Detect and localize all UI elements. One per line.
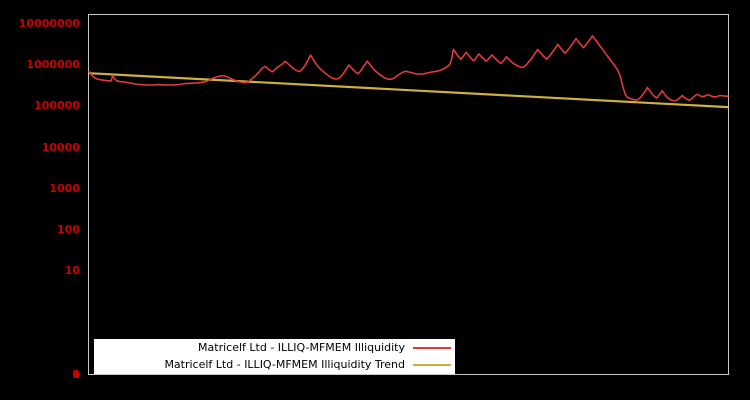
legend-label-trend: Matricelf Ltd - ILLIQ-MFMEM Illiquidity … [164,358,405,371]
y-tick-10000000: 10000000 [18,17,80,30]
y-tick-0: 0 [72,368,80,381]
y-tick-1000: 1000 [49,181,80,195]
legend[interactable]: Matricelf Ltd - ILLIQ-MFMEM Illiquidity … [94,339,455,374]
legend-item-illiquidity[interactable]: Matricelf Ltd - ILLIQ-MFMEM Illiquidity [94,339,455,356]
illiquidity-line [88,35,729,102]
y-tick-1: 1 [72,368,80,381]
y-tick-10000: 10000 [41,140,80,154]
y-tick-1000000: 1000000 [26,58,80,72]
y-tick-10: 10 [64,264,80,278]
plot-area [88,14,729,375]
trend-line [88,72,729,109]
y-tick-100000: 100000 [34,99,80,113]
legend-swatch-trend [413,363,451,366]
legend-item-trend[interactable]: Matricelf Ltd - ILLIQ-MFMEM Illiquidity … [94,356,455,373]
legend-swatch-illiquidity [413,346,451,349]
y-tick-100: 100 [57,223,80,236]
legend-label-illiquidity: Matricelf Ltd - ILLIQ-MFMEM Illiquidity [198,341,405,354]
